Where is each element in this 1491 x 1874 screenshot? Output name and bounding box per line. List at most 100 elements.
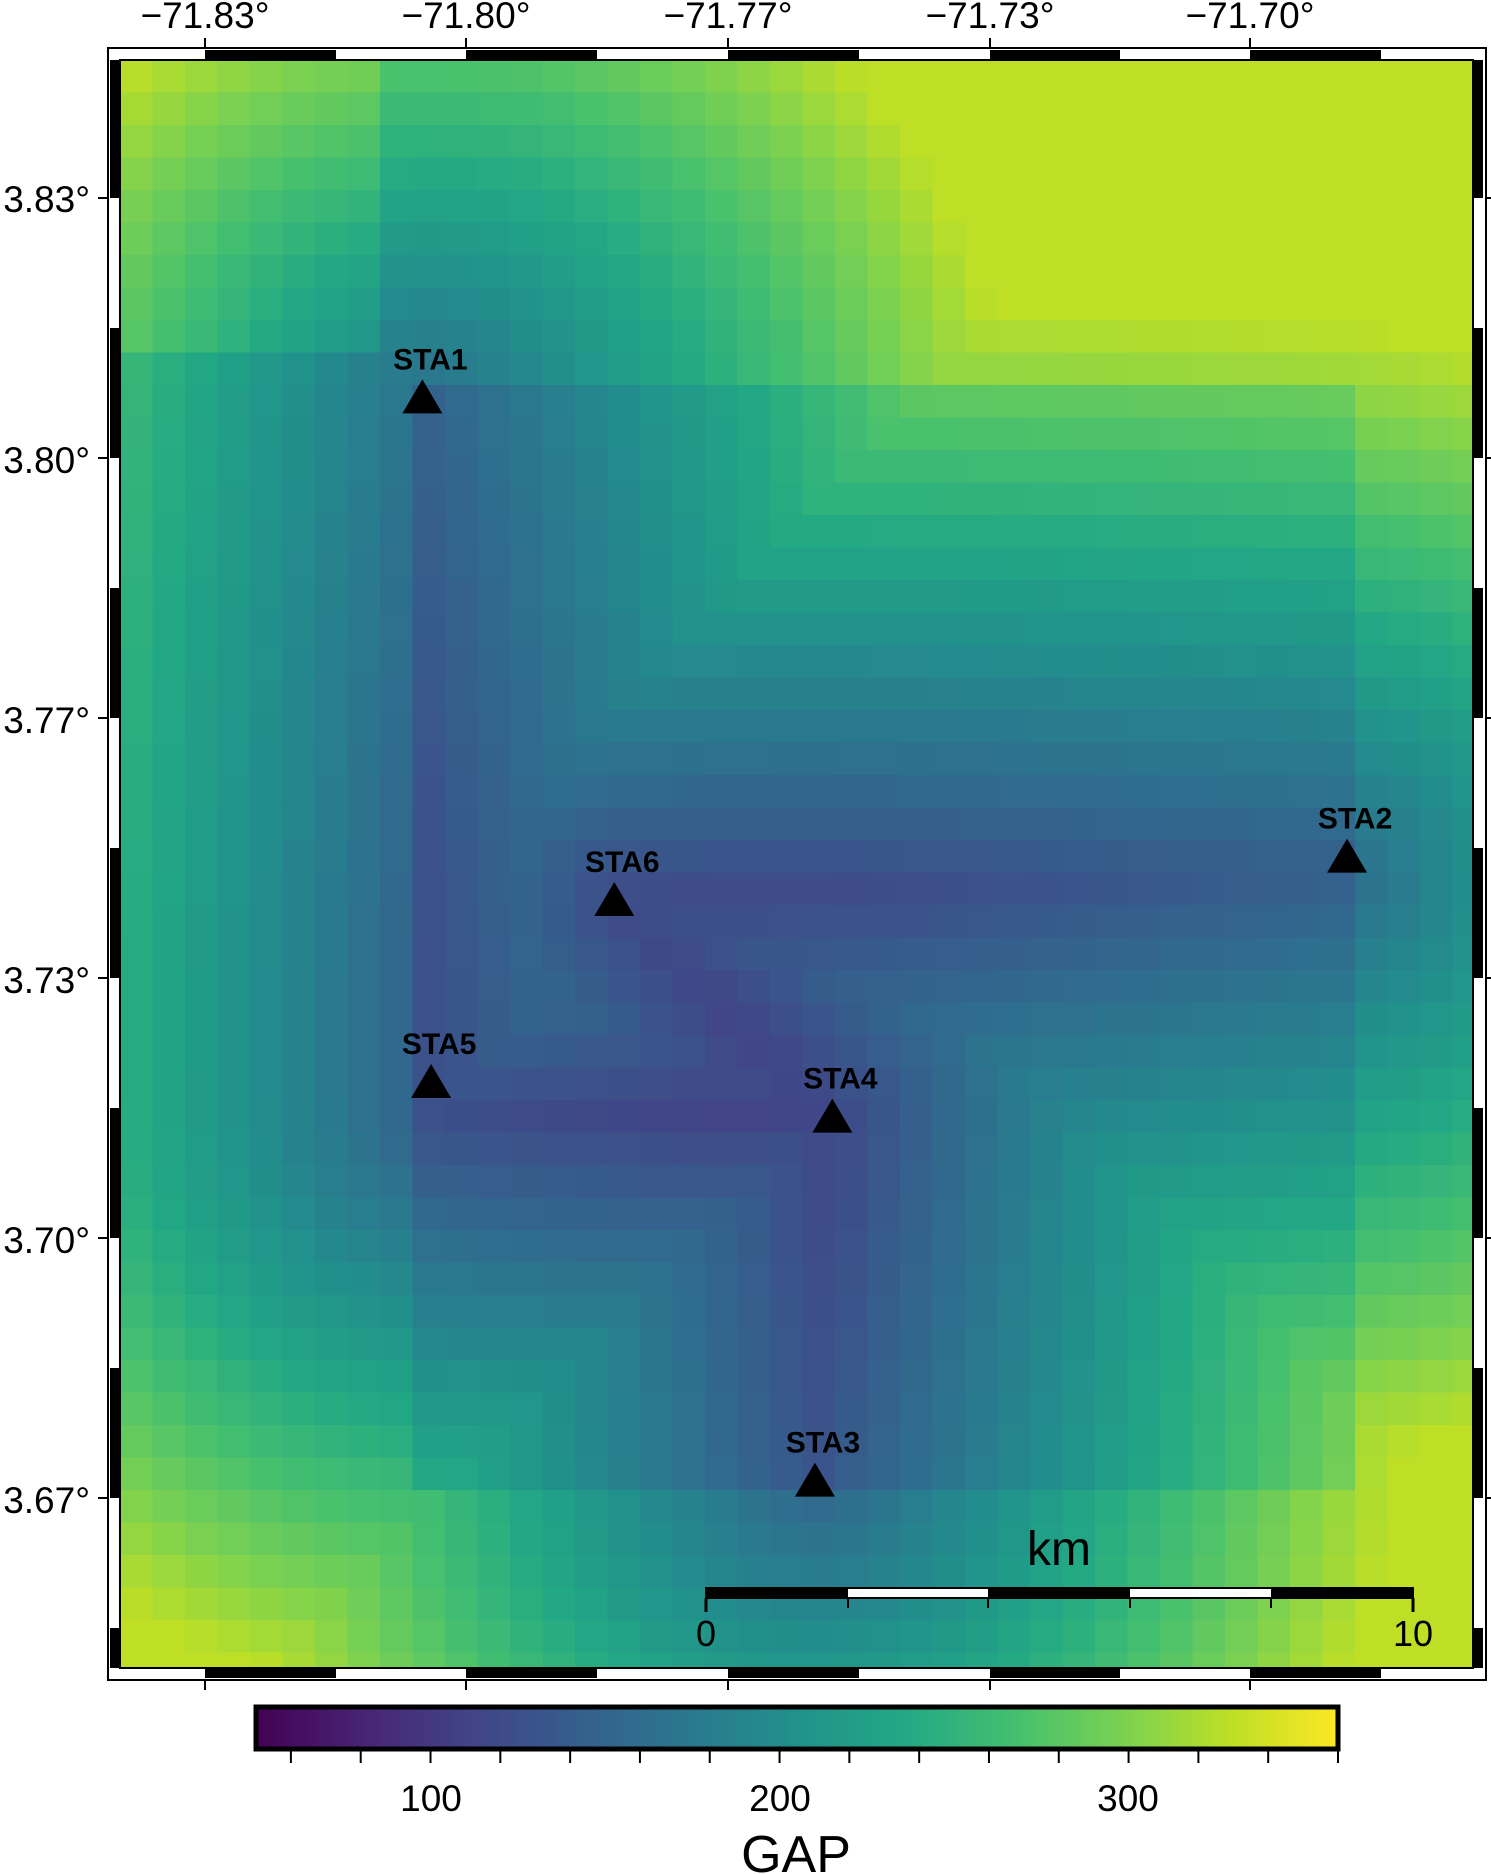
gap-cell: [1322, 1197, 1355, 1230]
gap-cell: [315, 905, 348, 938]
gap-cell: [965, 1035, 998, 1068]
gap-cell: [347, 1652, 380, 1668]
gap-cell: [900, 515, 933, 548]
gap-cell: [965, 222, 998, 255]
gap-cell: [152, 320, 185, 353]
gap-cell: [1062, 352, 1095, 385]
gap-cell: [152, 1002, 185, 1035]
gap-cell: [1355, 937, 1388, 970]
gap-cell: [412, 840, 445, 873]
gap-cell: [250, 515, 283, 548]
gap-cell: [965, 1002, 998, 1035]
gap-cell: [1160, 222, 1193, 255]
gap-cell: [770, 1457, 803, 1490]
gap-cell: [217, 1295, 250, 1328]
gap-cell: [282, 320, 315, 353]
gap-cell: [510, 1652, 543, 1668]
gap-cell: [217, 807, 250, 840]
gap-cell: [1192, 1262, 1225, 1295]
gap-cell: [900, 970, 933, 1003]
gap-cell: [1322, 1165, 1355, 1198]
gap-cell: [1420, 1522, 1453, 1555]
gap-cell: [380, 320, 413, 353]
gap-cell: [477, 677, 510, 710]
gap-cell: [575, 1230, 608, 1263]
gap-cell: [1387, 872, 1420, 905]
gap-cell: [770, 547, 803, 580]
gap-cell: [1062, 320, 1095, 353]
gap-cell: [250, 807, 283, 840]
gap-cell: [1030, 1360, 1063, 1393]
gap-cell: [250, 1620, 283, 1653]
gap-cell: [607, 320, 640, 353]
gap-cell: [835, 1295, 868, 1328]
gap-cell: [1257, 1490, 1290, 1523]
gap-cell: [1062, 937, 1095, 970]
gap-cell: [445, 1425, 478, 1458]
gap-cell: [867, 840, 900, 873]
gap-cell: [575, 92, 608, 125]
gap-cell: [250, 287, 283, 320]
gap-cell: [1127, 1197, 1160, 1230]
gap-cell: [1095, 775, 1128, 808]
gap-cell: [250, 872, 283, 905]
gap-cell: [900, 1165, 933, 1198]
gap-cell: [250, 937, 283, 970]
gap-cell: [347, 1262, 380, 1295]
gap-cell: [932, 157, 965, 190]
gap-cell: [185, 125, 218, 158]
gap-cell: [867, 1067, 900, 1100]
gap-cell: [510, 482, 543, 515]
gap-cell: [672, 287, 705, 320]
gap-cell: [1355, 1425, 1388, 1458]
gap-cell: [607, 1490, 640, 1523]
gap-cell: [380, 1165, 413, 1198]
gap-cell: [282, 970, 315, 1003]
gap-cell: [477, 1392, 510, 1425]
gap-cell: [1030, 872, 1063, 905]
gap-cell: [1095, 222, 1128, 255]
gap-cell: [1322, 157, 1355, 190]
gap-cell: [185, 1555, 218, 1588]
gap-cell: [282, 1522, 315, 1555]
gap-cell: [1095, 1425, 1128, 1458]
gap-cell: [217, 515, 250, 548]
gap-cell: [412, 1327, 445, 1360]
gap-cell: [575, 1002, 608, 1035]
gap-cell: [1452, 807, 1473, 840]
gap-cell: [347, 1620, 380, 1653]
gap-cell: [510, 222, 543, 255]
gap-cell: [997, 970, 1030, 1003]
gap-cell: [965, 320, 998, 353]
gap-cell: [900, 937, 933, 970]
gap-cell: [575, 1327, 608, 1360]
gap-cell: [1257, 677, 1290, 710]
gap-cell: [380, 1035, 413, 1068]
gap-cell: [380, 1132, 413, 1165]
gap-cell: [835, 1230, 868, 1263]
gap-cell: [835, 807, 868, 840]
gap-cell: [542, 1165, 575, 1198]
gap-cell: [867, 482, 900, 515]
gap-cell: [412, 515, 445, 548]
gap-cell: [1452, 677, 1473, 710]
gap-cell: [1062, 417, 1095, 450]
gap-cell: [965, 1620, 998, 1653]
gap-cell: [1062, 1262, 1095, 1295]
gap-cell: [1030, 92, 1063, 125]
gap-cell: [542, 677, 575, 710]
gap-cell: [867, 742, 900, 775]
gap-cell: [1062, 157, 1095, 190]
gap-cell: [120, 515, 153, 548]
gap-cell: [1160, 417, 1193, 450]
frame-segment: [728, 1669, 859, 1678]
gap-cell: [932, 1620, 965, 1653]
gap-cell: [575, 352, 608, 385]
gap-cell: [802, 1035, 835, 1068]
gap-cell: [607, 840, 640, 873]
gap-cell: [672, 417, 705, 450]
gap-cell: [672, 710, 705, 743]
gap-cell: [282, 1002, 315, 1035]
gap-cell: [737, 840, 770, 873]
gap-cell: [1160, 775, 1193, 808]
